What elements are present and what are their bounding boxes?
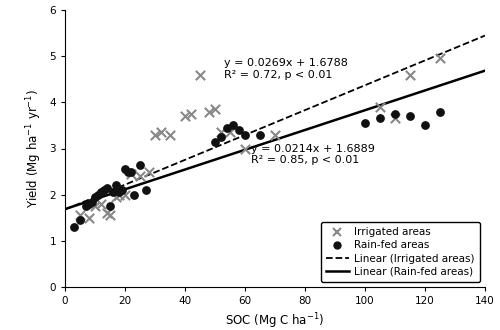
Point (76, 213, 84, 218)
Point (136, 174, 144, 179)
Point (103, 211, 111, 216)
Point (436, 109, 444, 114)
Point (112, 194, 120, 200)
Point (127, 171, 135, 177)
Point (217, 130, 225, 135)
Point (391, 116, 399, 121)
Point (127, 169, 135, 174)
Point (217, 134, 225, 140)
Point (106, 204, 114, 209)
Point (91, 194, 99, 200)
Point (226, 130, 234, 135)
Point (109, 190, 117, 195)
Point (376, 104, 384, 110)
Point (166, 132, 174, 137)
Point (241, 146, 249, 151)
Point (406, 114, 414, 119)
Point (211, 139, 219, 144)
Text: y = 0.0214x + 1.6889
R² = 0.85, p < 0.01: y = 0.0214x + 1.6889 R² = 0.85, p < 0.01 (251, 144, 375, 165)
Point (436, 56, 444, 61)
Point (196, 72, 204, 77)
Point (223, 125, 231, 130)
Point (211, 107, 219, 112)
Point (124, 169, 132, 174)
Point (205, 109, 213, 114)
Point (241, 132, 249, 137)
Point (85, 215, 93, 220)
Point (103, 185, 111, 190)
Point (181, 114, 189, 119)
Point (187, 111, 195, 116)
Point (100, 187, 108, 193)
Point (82, 204, 90, 209)
Legend: Irrigated areas, Rain-fed areas, Linear (Irrigated areas), Linear (Rain-fed area: Irrigated areas, Rain-fed areas, Linear … (321, 222, 480, 282)
Point (406, 72, 414, 77)
Point (361, 120, 369, 126)
Point (235, 127, 243, 133)
Point (97, 201, 105, 207)
Point (115, 190, 123, 195)
Point (142, 187, 150, 193)
Point (130, 192, 138, 197)
Point (145, 169, 153, 174)
Point (76, 217, 84, 223)
Point (70, 224, 78, 230)
Point (376, 116, 384, 121)
Point (271, 132, 279, 137)
Point (229, 123, 237, 128)
X-axis label: SOC (Mg C ha$^{-1}$): SOC (Mg C ha$^{-1}$) (226, 312, 324, 330)
Point (115, 192, 123, 197)
Point (391, 111, 399, 116)
Point (421, 123, 429, 128)
Point (106, 213, 114, 218)
Point (94, 192, 102, 197)
Point (91, 204, 99, 209)
Point (88, 199, 96, 204)
Point (85, 201, 93, 207)
Point (157, 130, 165, 135)
Point (121, 192, 129, 197)
Point (97, 190, 105, 195)
Y-axis label: Yield (Mg ha$^{-1}$ yr$^{-1}$): Yield (Mg ha$^{-1}$ yr$^{-1}$) (24, 89, 44, 208)
Point (136, 162, 144, 167)
Point (256, 132, 264, 137)
Point (118, 187, 126, 193)
Point (121, 167, 129, 172)
Point (151, 132, 159, 137)
Text: y = 0.0269x + 1.6788
R² = 0.72, p < 0.01: y = 0.0269x + 1.6788 R² = 0.72, p < 0.01 (224, 58, 348, 80)
Point (112, 183, 120, 188)
